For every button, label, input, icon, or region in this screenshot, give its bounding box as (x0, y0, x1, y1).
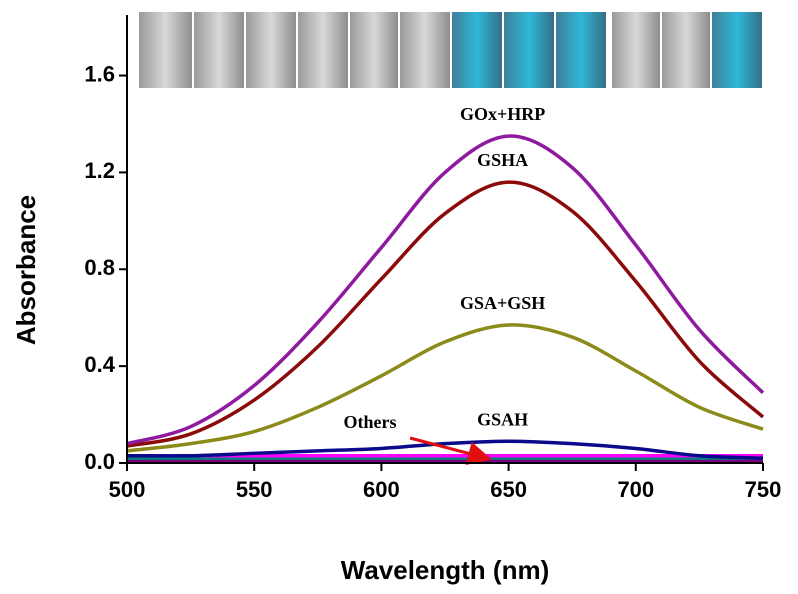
series-label: GOx+HRP (460, 104, 545, 124)
series-line (126, 134, 765, 446)
annotation-arrow (409, 436, 492, 466)
series-label: GSAH (477, 409, 528, 429)
y-tick-label: 0.0 (84, 449, 115, 474)
series-line (126, 180, 765, 448)
x-tick-label: 700 (617, 477, 654, 502)
y-tick-label: 0.8 (84, 255, 115, 280)
y-tick-label: 1.2 (84, 158, 115, 183)
x-tick-label: 750 (745, 477, 782, 502)
x-tick-label: 500 (109, 477, 146, 502)
series-line (126, 323, 764, 453)
x-axis-title: Wavelength (nm) (341, 555, 549, 585)
x-tick-label: 650 (490, 477, 527, 502)
photo-strip (139, 12, 762, 88)
series-line (126, 439, 764, 460)
x-tick-label: 550 (236, 477, 273, 502)
annotation: Others (344, 412, 397, 432)
y-tick-label: 1.6 (84, 61, 115, 86)
y-tick-label: 0.4 (84, 352, 115, 377)
series-label: GSHA (477, 150, 528, 170)
series-label: GSA+GSH (460, 293, 545, 313)
y-axis-title: Absorbance (11, 195, 41, 345)
x-tick-label: 600 (363, 477, 400, 502)
